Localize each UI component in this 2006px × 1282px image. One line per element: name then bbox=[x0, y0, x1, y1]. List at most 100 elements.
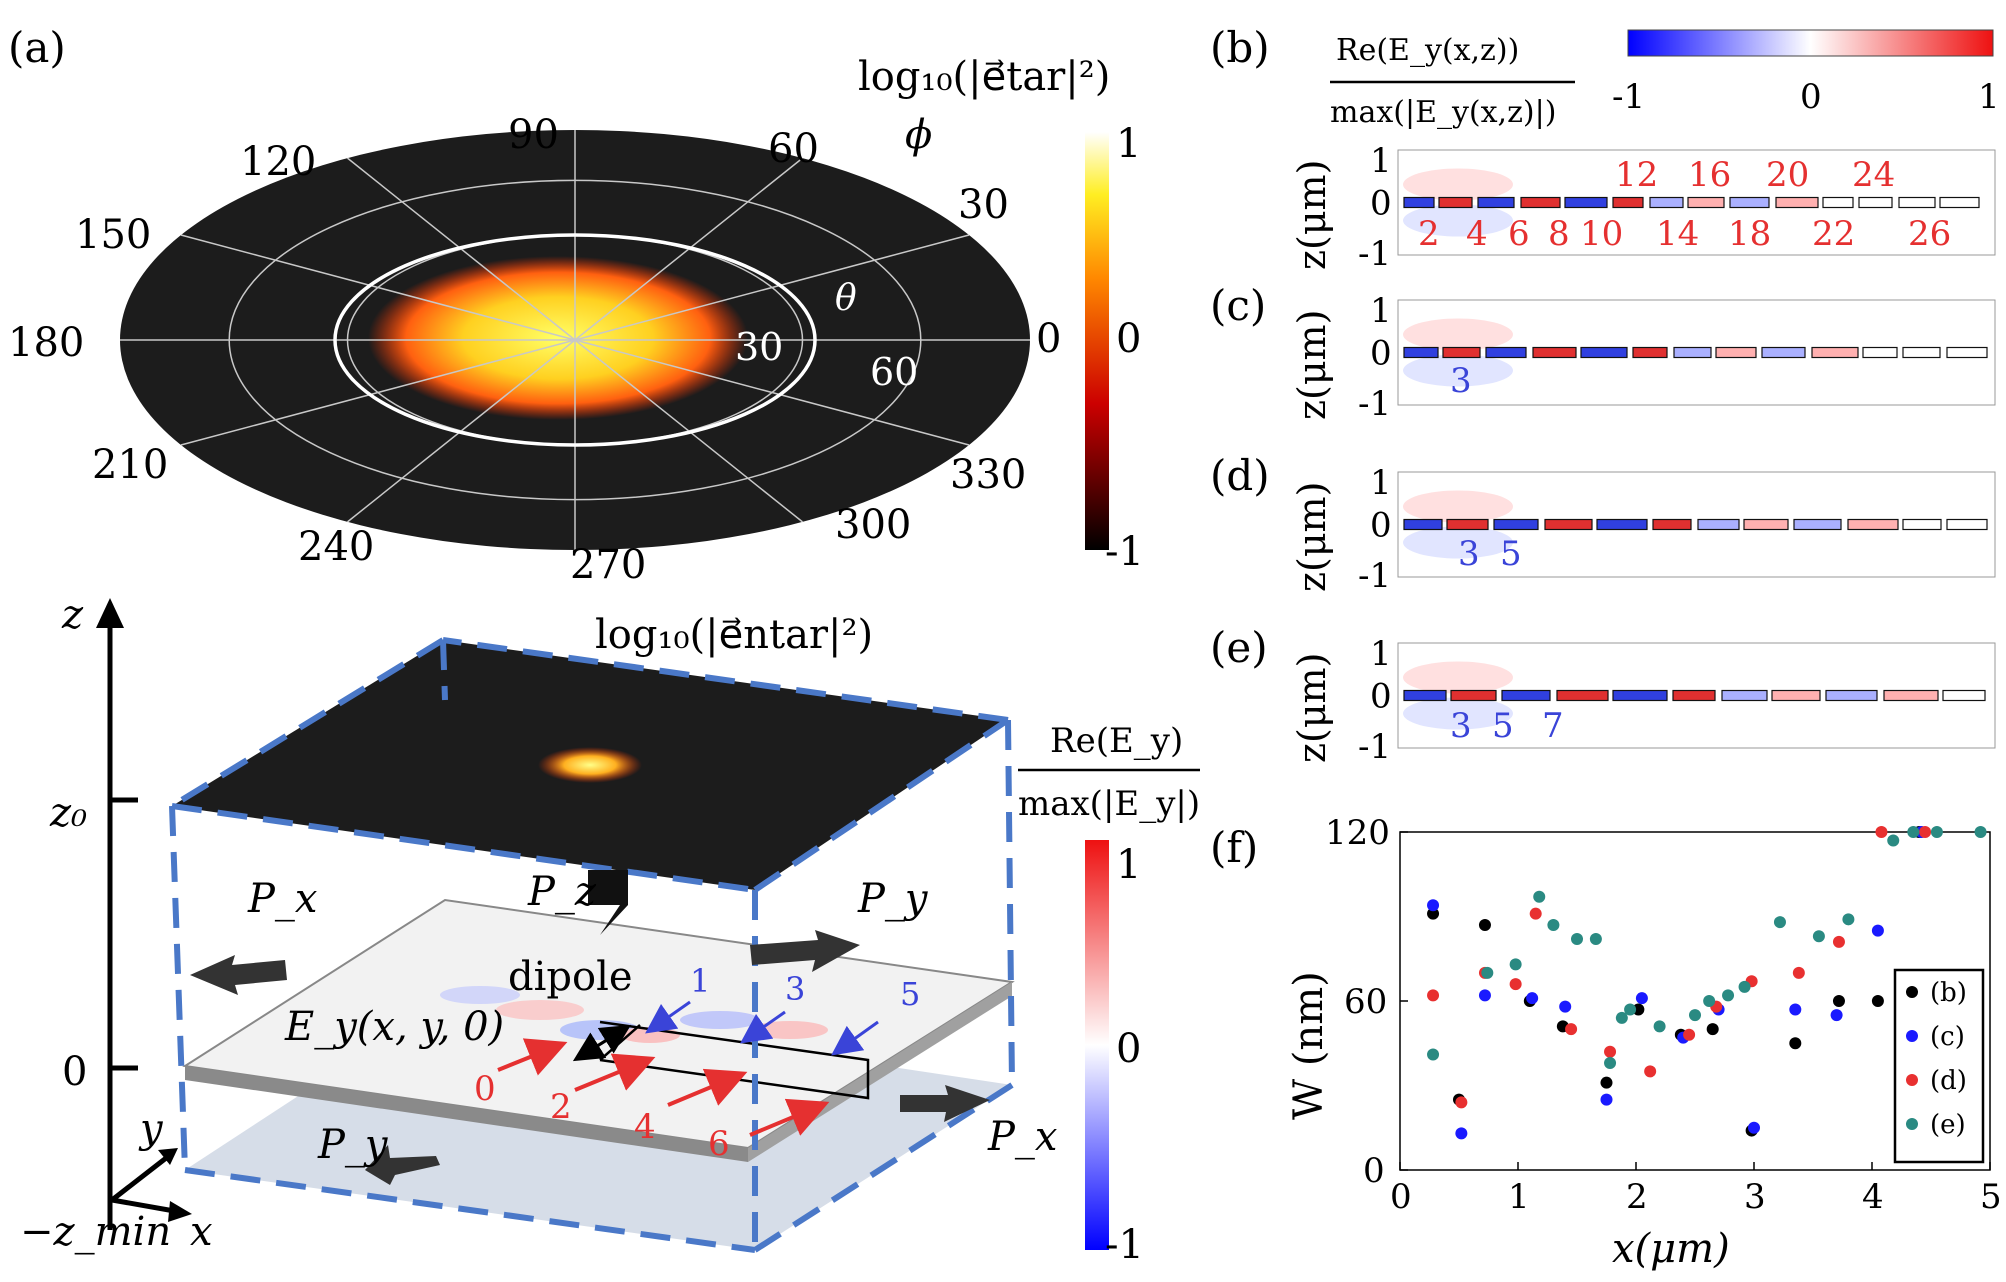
z0-label: z₀ bbox=[49, 790, 87, 836]
waveguide-segment-d-0 bbox=[1403, 518, 1443, 531]
point-1-5 bbox=[1600, 1093, 1613, 1106]
field-lobe-bottom-c bbox=[1403, 354, 1513, 387]
legend-marker-3 bbox=[1906, 1118, 1918, 1130]
point-3-13 bbox=[1722, 989, 1735, 1002]
waveguide-segment-c-4 bbox=[1580, 346, 1628, 359]
point-1-1 bbox=[1455, 1127, 1468, 1140]
c-label-3: 3 bbox=[1450, 361, 1472, 401]
waveguide-segment-e-4 bbox=[1612, 689, 1668, 702]
e-label-5: 5 bbox=[1492, 706, 1514, 746]
waveguide-segment-b-8 bbox=[1729, 196, 1770, 209]
waveguide-segment-d-3 bbox=[1544, 518, 1593, 531]
waveguide-segment-e-8 bbox=[1825, 689, 1878, 702]
scheme-cbar-den: max(|E_y|) bbox=[1018, 784, 1200, 824]
legend-label-1: (c) bbox=[1930, 1022, 1965, 1052]
waveguide-segment-b-3 bbox=[1520, 196, 1561, 209]
py-right-arrow-icon bbox=[750, 930, 860, 972]
ntar-hotspot bbox=[538, 747, 642, 783]
waveguide-segment-b-7 bbox=[1687, 196, 1725, 209]
waveguide-segment-c-9 bbox=[1811, 346, 1859, 359]
point-1-11 bbox=[1830, 1009, 1843, 1022]
chart-legend: (b) (c) (d) (e) bbox=[1893, 968, 1985, 1164]
legend-label-3: (e) bbox=[1930, 1110, 1966, 1140]
point-1-2 bbox=[1478, 989, 1491, 1002]
b-bottom-8: 8 bbox=[1548, 214, 1570, 254]
map-cbar-num: Re(E_y(x,z)) bbox=[1336, 33, 1519, 68]
axis-z-label: z bbox=[61, 592, 84, 638]
point-3-6 bbox=[1589, 933, 1602, 946]
point-3-5 bbox=[1571, 933, 1583, 946]
point-1-6 bbox=[1635, 992, 1648, 1005]
waveguide-segment-e-2 bbox=[1501, 689, 1551, 702]
flux-py-bottom: P_y bbox=[317, 1122, 389, 1168]
px-left-arrow-icon bbox=[190, 955, 287, 995]
point-1-12 bbox=[1871, 924, 1884, 937]
waveguide-segment-e-10 bbox=[1942, 689, 1986, 702]
point-2-6 bbox=[1604, 1045, 1617, 1058]
axis-y-label: y bbox=[138, 1106, 164, 1152]
legend-marker-0 bbox=[1906, 986, 1918, 998]
waveguide-segment-e-3 bbox=[1556, 689, 1609, 702]
blue-index-1: 1 bbox=[690, 962, 710, 1000]
point-3-2 bbox=[1509, 958, 1522, 971]
polar-cbar-tick-0: 0 bbox=[1116, 316, 1141, 362]
phi-label-240: 240 bbox=[298, 524, 374, 570]
point-3-7 bbox=[1604, 1056, 1617, 1069]
chart-xlabel: x(μm) bbox=[1612, 1226, 1730, 1272]
yt-m1-c: -1 bbox=[1358, 384, 1391, 424]
blue-arrow-3 bbox=[740, 1010, 786, 1044]
point-2-0 bbox=[1427, 989, 1440, 1002]
point-3-16 bbox=[1812, 930, 1825, 943]
b-bottom-2: 2 bbox=[1418, 214, 1440, 254]
phi-label-120: 120 bbox=[240, 139, 316, 185]
point-3-10 bbox=[1653, 1020, 1666, 1033]
waveguide-segment-d-1 bbox=[1446, 518, 1489, 531]
dipole-label: dipole bbox=[508, 954, 633, 1000]
map-ylabel-d: z(μm) bbox=[1290, 482, 1334, 592]
field-lobe-top-d bbox=[1403, 490, 1513, 523]
x-tick-label-3: 3 bbox=[1744, 1177, 1766, 1217]
waveguide-segment-c-1 bbox=[1442, 346, 1481, 359]
point-0-8 bbox=[1706, 1023, 1719, 1036]
yt-1-d: 1 bbox=[1370, 463, 1392, 503]
theta-label-60: 60 bbox=[870, 350, 918, 394]
red-arrow-0 bbox=[497, 1038, 568, 1076]
phi-label-30: 30 bbox=[958, 182, 1009, 228]
point-1-3 bbox=[1526, 992, 1539, 1005]
waveguide-segment-d-4 bbox=[1596, 518, 1648, 531]
red-index-0: 0 bbox=[474, 1069, 496, 1109]
e-label-7: 7 bbox=[1542, 706, 1564, 746]
x-axis bbox=[111, 1197, 181, 1215]
field-lobe-top-b bbox=[1403, 168, 1513, 201]
point-3-15 bbox=[1773, 916, 1786, 929]
b-bottom-6: 6 bbox=[1508, 214, 1530, 254]
map-ylabel-e: z(μm) bbox=[1290, 653, 1334, 763]
panel-label-f: (f) bbox=[1210, 823, 1258, 872]
flux-py-right: P_y bbox=[857, 876, 929, 922]
blue-index-5: 5 bbox=[900, 975, 920, 1013]
point-0-11 bbox=[1832, 995, 1845, 1007]
chart-ylabel: W (nm) bbox=[1286, 971, 1332, 1120]
waveguide-segment-b-10 bbox=[1822, 196, 1854, 209]
polar-spoke-210 bbox=[180, 339, 576, 446]
waveguide-segment-d-8 bbox=[1793, 518, 1842, 531]
waveguide-segment-b-5 bbox=[1612, 196, 1644, 209]
waveguide-segment-b-6 bbox=[1649, 196, 1684, 209]
b-top-16: 16 bbox=[1688, 155, 1731, 195]
point-2-7 bbox=[1644, 1065, 1657, 1078]
point-3-1 bbox=[1481, 966, 1494, 979]
phi-label-0: 0 bbox=[1036, 316, 1061, 362]
waveguide-segment-d-11 bbox=[1946, 518, 1988, 531]
point-2-13 bbox=[1875, 826, 1888, 838]
z-axis-arrow-icon bbox=[96, 598, 124, 628]
waveguide-segment-d-6 bbox=[1697, 518, 1740, 531]
point-3-17 bbox=[1842, 913, 1855, 926]
point-2-1 bbox=[1455, 1096, 1468, 1109]
polar-hotspot bbox=[368, 256, 748, 420]
red-arrow-6 bbox=[749, 1098, 830, 1137]
waveguide-segment-c-8 bbox=[1761, 346, 1806, 359]
phi-label-180: 180 bbox=[8, 320, 84, 366]
waveguide-segment-d-10 bbox=[1902, 518, 1942, 531]
waveguide-segment-b-4 bbox=[1564, 196, 1608, 209]
